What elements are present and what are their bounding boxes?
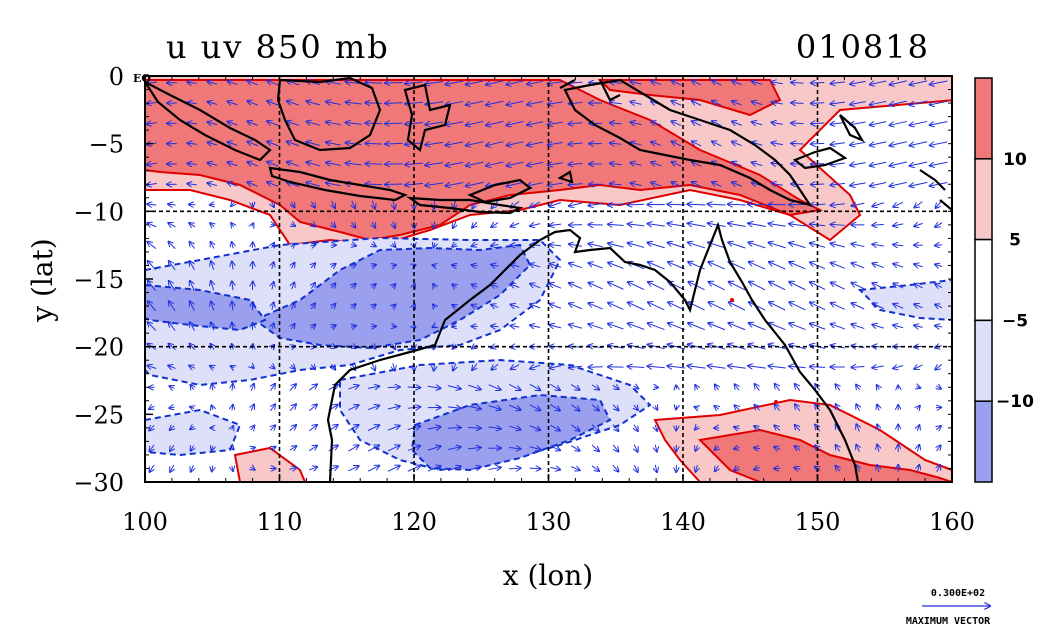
wind-vector	[365, 82, 382, 83]
title-left: u uv 850 mb	[166, 28, 390, 66]
x-tick-label: 160	[929, 508, 975, 536]
x-axis-label: x (lon)	[503, 559, 593, 592]
wind-vector	[654, 387, 658, 388]
colorbar-tick-label: −5	[1002, 311, 1028, 331]
y-tick-label: −30	[73, 469, 124, 497]
x-tick-label: 140	[660, 508, 706, 536]
wind-vector	[588, 367, 602, 368]
y-tick-label: −10	[73, 198, 124, 226]
colorbar-level	[975, 78, 992, 159]
colorbar-level	[975, 401, 992, 482]
wind-vector	[385, 82, 402, 83]
wind-vector	[365, 143, 382, 144]
colorbar-tick-label: −10	[996, 392, 1034, 412]
x-tick-label: 120	[391, 508, 437, 536]
wind-vector	[811, 82, 824, 83]
wind-vector	[530, 468, 541, 469]
x-tick-label: 150	[795, 508, 841, 536]
y-tick-label: −20	[73, 334, 124, 362]
wind-vector	[385, 184, 402, 185]
wind-vector	[468, 428, 481, 429]
wind-vector	[791, 143, 803, 144]
wind-vector	[385, 123, 402, 124]
wind-vector	[252, 202, 253, 207]
colorbar-level	[975, 240, 992, 321]
wind-vector	[365, 103, 382, 104]
colorbar-tick-label: 10	[1003, 150, 1027, 170]
equator-label: EQ	[133, 72, 151, 85]
colorbar-level	[975, 159, 992, 240]
wind-vector	[452, 326, 457, 327]
wind-vector	[385, 164, 402, 165]
y-tick-label: −5	[89, 131, 124, 159]
wind-vector	[365, 164, 382, 165]
wind-vector	[811, 123, 824, 124]
positive-dot	[730, 298, 734, 302]
wind-vector	[791, 103, 803, 104]
x-tick-label: 110	[257, 508, 303, 536]
reference-vector-value: 0.300E+02	[931, 588, 985, 599]
wind-vector	[365, 184, 382, 185]
y-tick-label: −15	[73, 266, 124, 294]
positive-dot-2	[774, 400, 778, 404]
wind-vector	[791, 82, 803, 83]
wind-vector	[385, 143, 402, 144]
wind-vector	[676, 385, 677, 389]
colorbar-level	[975, 320, 992, 401]
y-tick-label: −25	[73, 401, 124, 429]
y-tick-label: 0	[109, 63, 124, 91]
wind-vector	[569, 225, 582, 226]
colorbar-tick-label: 5	[1009, 231, 1021, 251]
wind-vector	[811, 103, 824, 104]
wind-vector	[811, 143, 824, 144]
y-axis-label: y (lat)	[26, 238, 59, 322]
x-tick-label: 100	[122, 508, 168, 536]
wind-vector	[385, 103, 402, 104]
x-tick-label: 130	[526, 508, 572, 536]
title-right: 010818	[796, 28, 930, 66]
wind-vector	[791, 123, 803, 124]
wind-vector	[676, 406, 677, 410]
wind-vector	[628, 204, 645, 205]
reference-vector-caption: MAXIMUM VECTOR	[906, 616, 991, 627]
colorbar: 10 5 −5 −10	[975, 78, 1034, 482]
